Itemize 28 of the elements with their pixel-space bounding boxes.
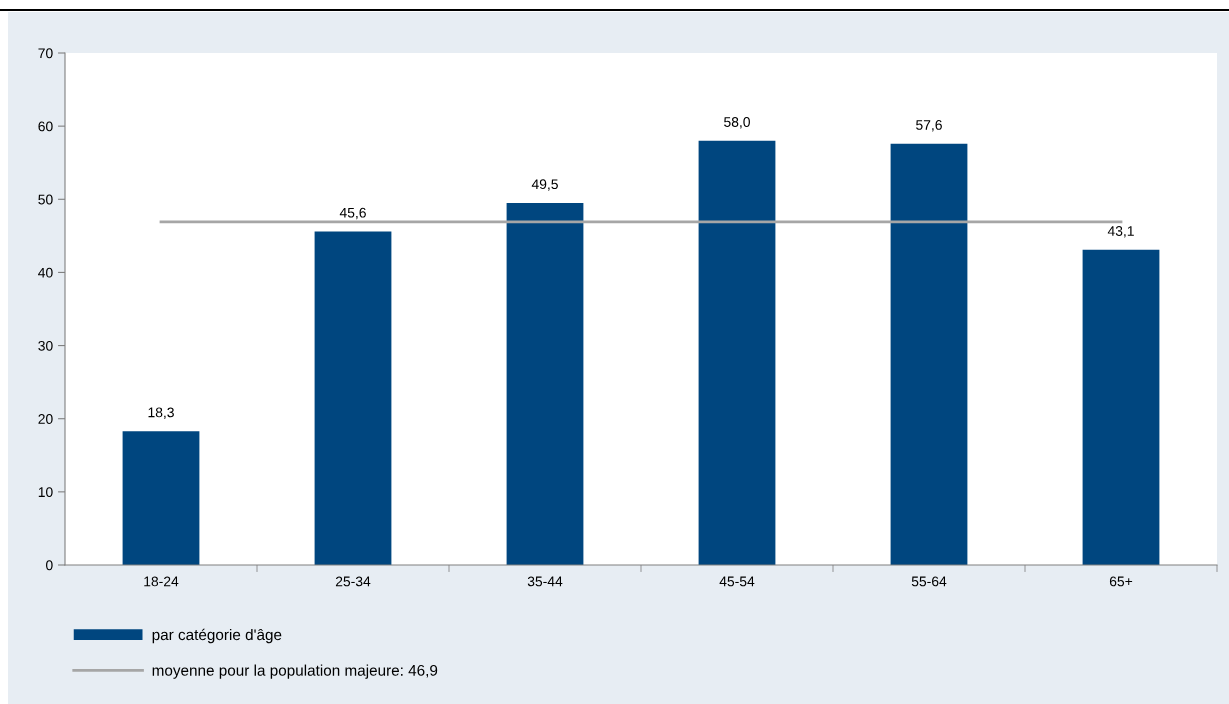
y-tick-label: 60 [38, 121, 53, 132]
x-tick-label: 25-34 [335, 576, 371, 587]
x-tick-label: 35-44 [527, 576, 563, 587]
x-tick-label: 18-24 [144, 576, 179, 587]
bar [506, 202, 584, 565]
bar [1082, 249, 1160, 565]
y-tick-label: 50 [38, 194, 53, 205]
legend-label: par catégorie d'âge [152, 628, 282, 644]
bar [890, 143, 968, 565]
data-label: 58,0 [724, 117, 750, 129]
bar [122, 431, 200, 565]
data-label: 57,6 [916, 120, 942, 132]
bar [698, 140, 776, 565]
x-tick-label: 55-64 [911, 576, 947, 587]
data-label: 45,6 [339, 207, 366, 220]
data-label: 49,5 [531, 179, 558, 191]
y-tick-label: 40 [38, 267, 53, 278]
y-tick-label: 30 [38, 340, 53, 351]
legend-label: moyenne pour la population majeure: 46,9 [152, 664, 438, 679]
y-tick-label: 10 [38, 487, 53, 498]
y-tick-label: 20 [38, 414, 53, 424]
data-label: 18,3 [148, 407, 174, 419]
bar [314, 231, 392, 565]
x-tick-label: 65+ [1109, 576, 1133, 587]
data-label: 43,1 [1107, 226, 1134, 238]
x-tick-label: 45-54 [719, 576, 755, 587]
y-tick-label: 70 [38, 48, 53, 59]
y-tick-label: 0 [46, 560, 53, 571]
